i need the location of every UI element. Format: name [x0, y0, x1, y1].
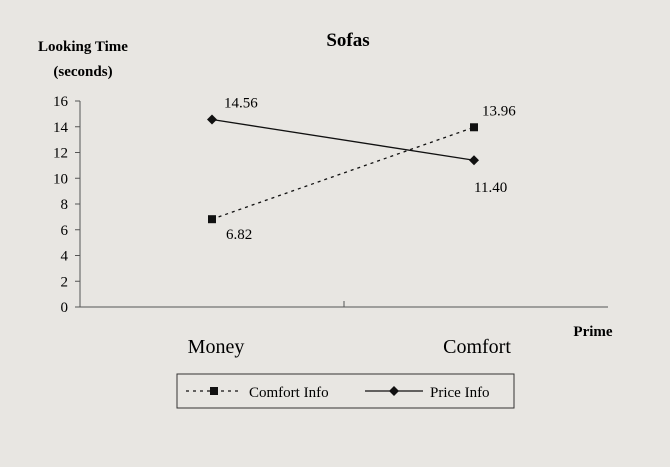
x-axis-categories: Money Comfort [188, 336, 512, 358]
x-category-label: Money [188, 336, 245, 358]
series-line-comfort-info [211, 126, 475, 220]
data-point-comfort-info [208, 215, 216, 224]
x-category-label: Comfort [443, 336, 511, 358]
y-axis-label-line2: (seconds) [53, 64, 112, 80]
legend-box [176, 373, 515, 409]
y-axis-label-line1: Looking Time [38, 39, 128, 55]
x-axis-label: Prime [573, 324, 612, 340]
data-label: 14.56 [224, 96, 258, 112]
y-tick-label: 12 [53, 146, 68, 162]
y-tick-label: 14 [53, 120, 69, 136]
legend: Comfort Info Price Info [176, 373, 515, 409]
data-label: 13.96 [482, 103, 516, 119]
chart-title: Sofas [326, 30, 369, 51]
y-tick-label: 6 [61, 223, 69, 239]
y-tick-label: 16 [53, 94, 69, 110]
y-tick-label: 8 [61, 197, 69, 213]
legend-comfort-marker [210, 387, 218, 395]
y-tick-label: 2 [61, 274, 69, 290]
data-point-price-info [469, 155, 479, 166]
data-label: 6.82 [226, 227, 252, 243]
series-layer: 6.82 13.96 14.56 11.40 [207, 96, 516, 243]
legend-comfort-label: Comfort Info [249, 385, 329, 401]
y-tick-label: 10 [53, 171, 68, 187]
series-line-price-info [211, 118, 475, 161]
legend-price-label: Price Info [430, 385, 490, 401]
data-label: 11.40 [474, 180, 507, 196]
legend-price-marker [389, 386, 399, 396]
y-axis-ticks: 0 2 4 6 8 10 12 14 16 [53, 94, 80, 316]
y-tick-label: 4 [61, 249, 69, 265]
y-tick-label: 0 [61, 300, 69, 316]
data-point-comfort-info [470, 123, 478, 132]
data-point-price-info [207, 114, 217, 125]
